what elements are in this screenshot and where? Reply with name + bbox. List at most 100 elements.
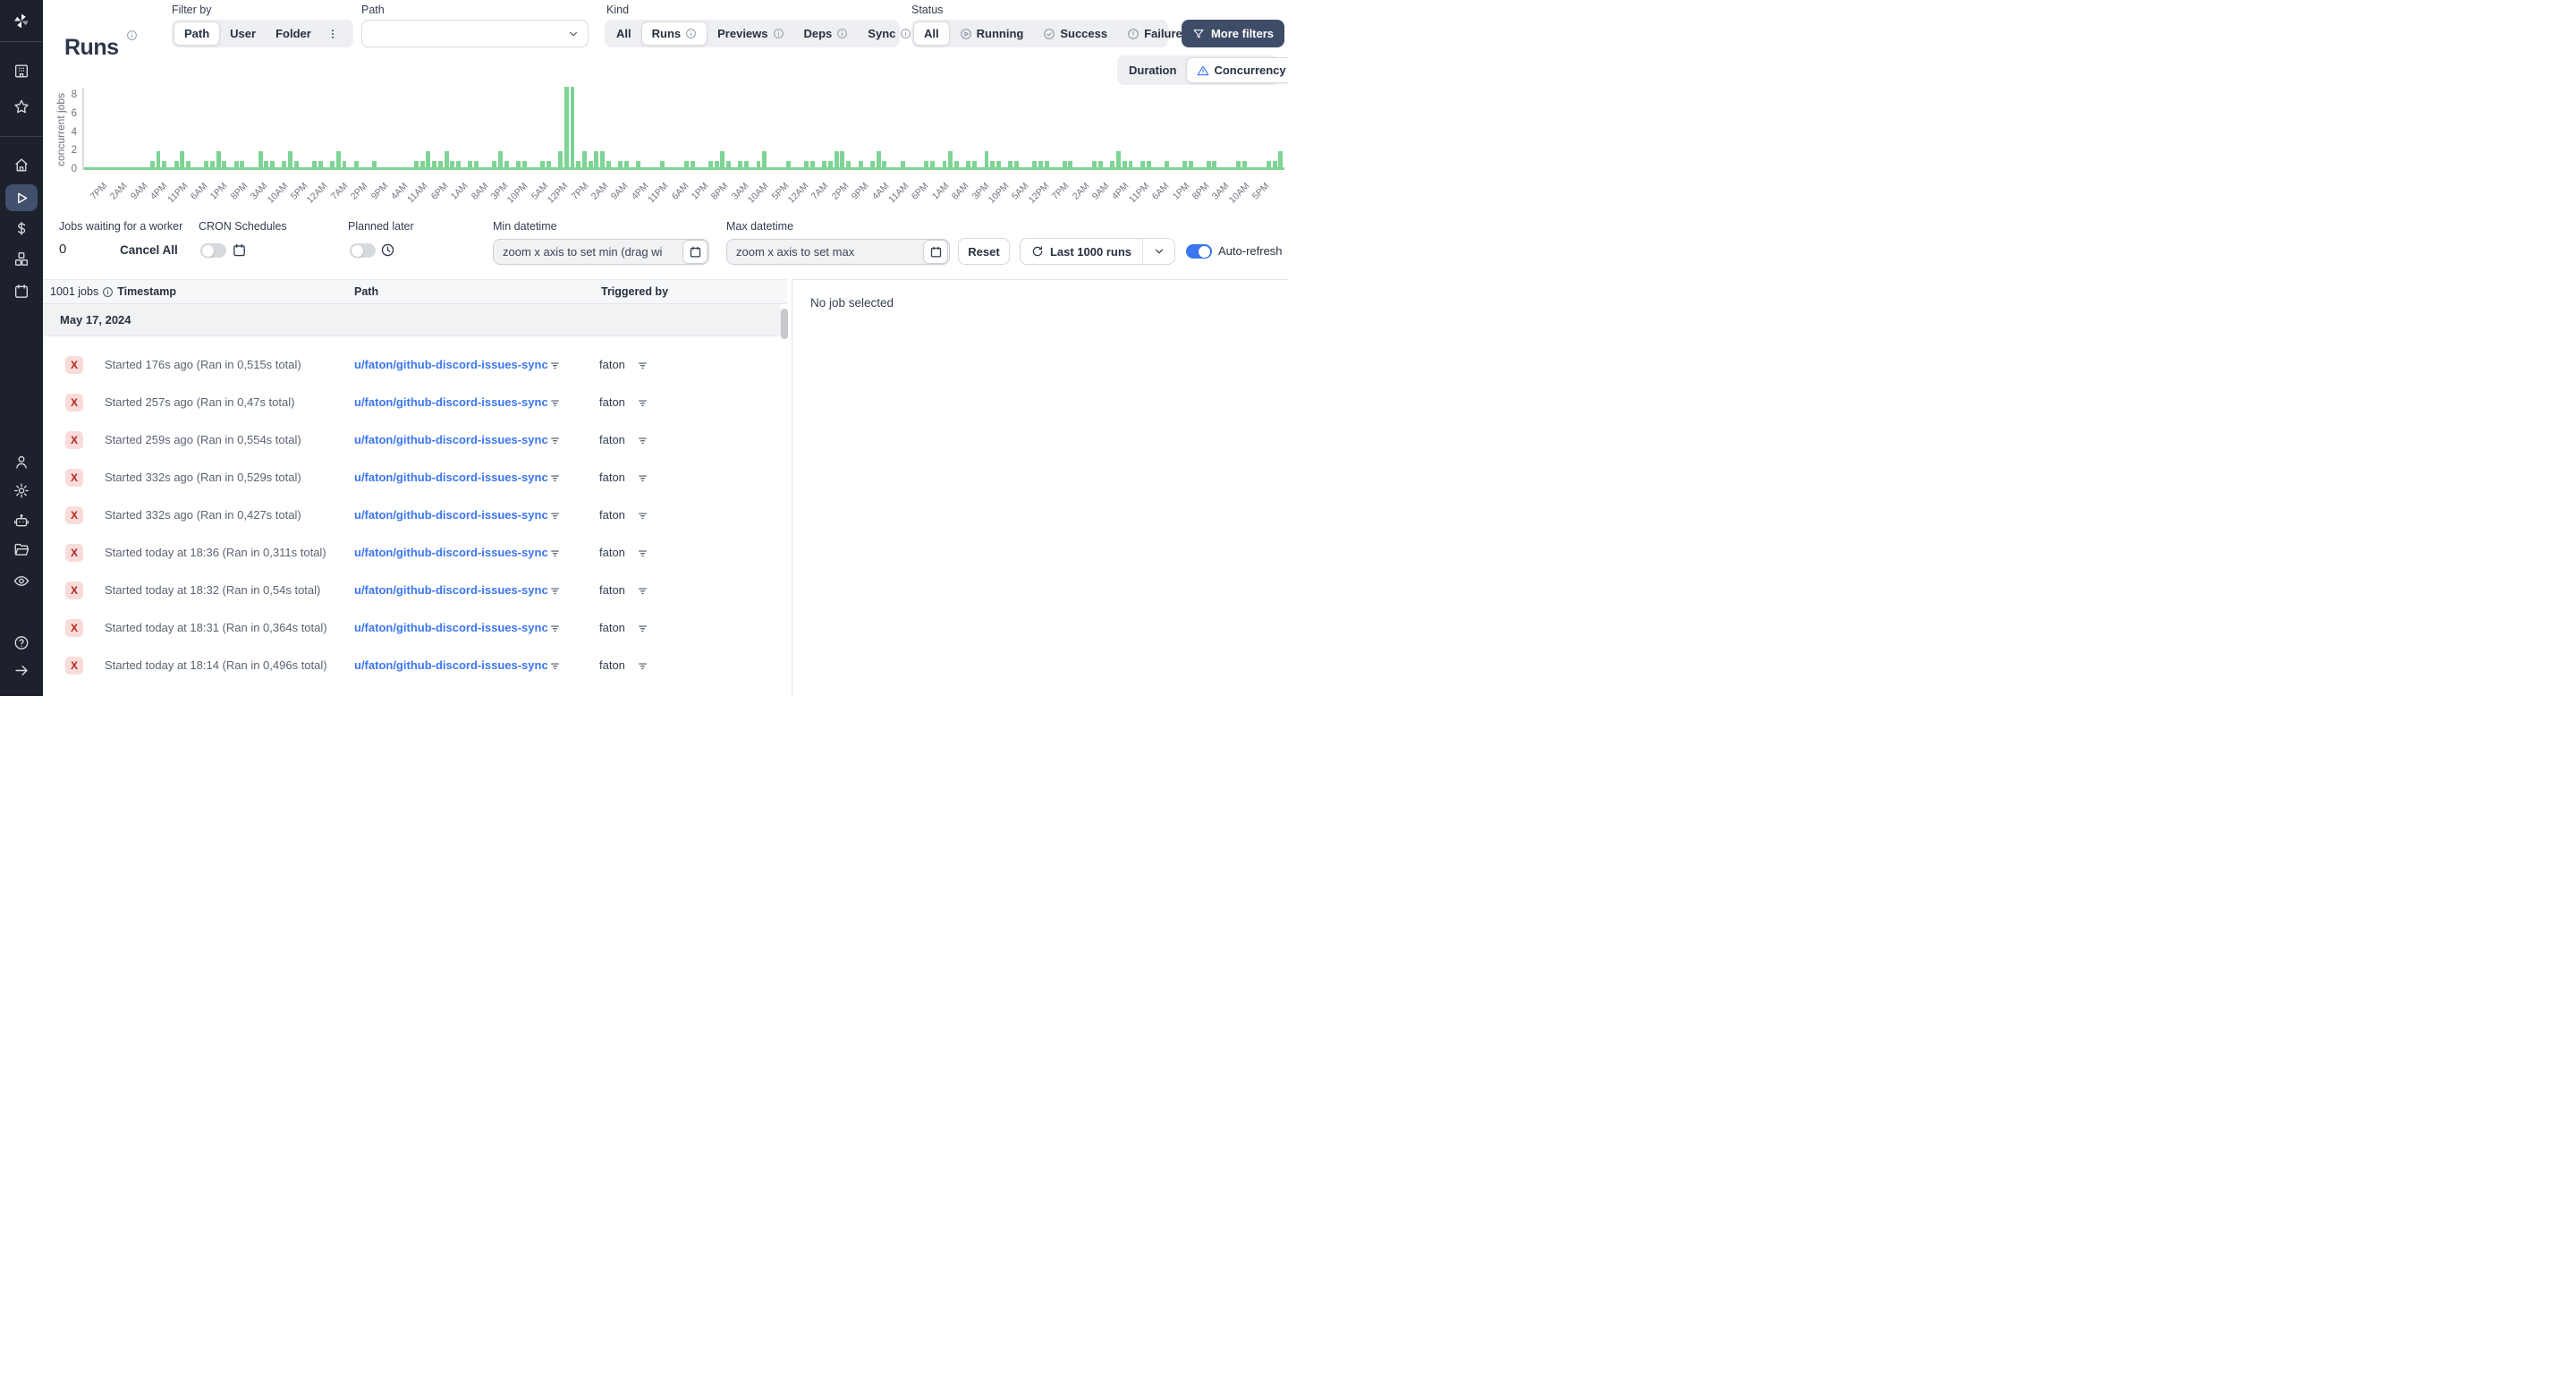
filter-by-path-icon[interactable] bbox=[549, 547, 561, 559]
help-icon[interactable] bbox=[13, 634, 30, 651]
job-path-link[interactable]: u/faton/github-discord-issues-sync bbox=[354, 583, 548, 597]
last-runs-button[interactable]: Last 1000 runs bbox=[1020, 238, 1143, 265]
jobs-count: 1001 jobs bbox=[50, 285, 99, 298]
filter-by-tab-user[interactable]: User bbox=[230, 27, 257, 40]
filter-by-user-icon[interactable] bbox=[637, 623, 648, 634]
failure-status-icon: X bbox=[65, 394, 83, 412]
filter-by-path-icon[interactable] bbox=[549, 510, 561, 522]
filter-by-path-icon[interactable] bbox=[549, 435, 561, 446]
filter-by-user-icon[interactable] bbox=[637, 660, 648, 672]
cron-schedules-label: CRON Schedules bbox=[199, 220, 287, 233]
status-tab-failure[interactable]: Failure bbox=[1117, 21, 1192, 46]
table-row[interactable]: X Started 259s ago (Ran in 0,554s total)… bbox=[43, 421, 780, 459]
table-row[interactable]: X Started today at 18:14 (Ran in 0,496s … bbox=[43, 647, 780, 684]
job-path-link[interactable]: u/faton/github-discord-issues-sync bbox=[354, 621, 548, 634]
audit-eye-icon[interactable] bbox=[13, 573, 30, 590]
filter-by-path-icon[interactable] bbox=[549, 623, 561, 634]
table-row[interactable]: X Started 332s ago (Ran in 0,427s total)… bbox=[43, 497, 780, 534]
filter-by-path-icon[interactable] bbox=[549, 585, 561, 597]
filter-by-tab-path[interactable]: Path bbox=[174, 21, 221, 46]
concurrency-bar-chart[interactable] bbox=[84, 87, 1284, 170]
path-select[interactable] bbox=[361, 20, 589, 47]
workers-robot-icon[interactable] bbox=[13, 513, 30, 530]
jobs-list-scrollbar[interactable] bbox=[781, 309, 788, 339]
table-row[interactable]: X Started 332s ago (Ran in 0,529s total)… bbox=[43, 459, 780, 497]
filter-by-path-icon[interactable] bbox=[549, 660, 561, 672]
filter-by-user-icon[interactable] bbox=[637, 547, 648, 559]
job-path-link[interactable]: u/faton/github-discord-issues-sync bbox=[354, 471, 548, 484]
info-icon[interactable] bbox=[102, 286, 114, 298]
filter-by-user-icon[interactable] bbox=[637, 360, 648, 371]
kind-tab-runs[interactable]: Runs bbox=[640, 21, 708, 46]
filter-by-path-icon[interactable] bbox=[549, 397, 561, 409]
job-path-link[interactable]: u/faton/github-discord-issues-sync bbox=[354, 508, 548, 522]
filter-by-more-kebab-icon[interactable] bbox=[321, 21, 344, 46]
settings-gear-icon[interactable] bbox=[13, 482, 30, 499]
funnel-icon bbox=[1192, 28, 1205, 40]
calendar-icon bbox=[929, 245, 943, 259]
column-triggered-by: Triggered by bbox=[601, 285, 669, 298]
cancel-all-button[interactable]: Cancel All bbox=[120, 243, 178, 257]
info-icon bbox=[773, 28, 784, 39]
runs-info-icon[interactable] bbox=[126, 30, 138, 41]
planned-later-toggle[interactable] bbox=[350, 243, 376, 258]
table-row[interactable]: X Started today at 18:32 (Ran in 0,54s t… bbox=[43, 572, 780, 609]
filter-by-user-icon[interactable] bbox=[637, 585, 648, 597]
more-filters-button[interactable]: More filters bbox=[1182, 20, 1284, 47]
auto-refresh-toggle[interactable] bbox=[1186, 244, 1212, 259]
table-row[interactable]: X Started 257s ago (Ran in 0,47s total) … bbox=[43, 384, 780, 421]
sidebar bbox=[0, 0, 43, 696]
runs-play-icon[interactable] bbox=[13, 190, 30, 207]
job-path-link[interactable]: u/faton/github-discord-issues-sync bbox=[354, 358, 548, 371]
job-path-link[interactable]: u/faton/github-discord-issues-sync bbox=[354, 395, 548, 409]
filter-by-path-icon[interactable] bbox=[549, 472, 561, 484]
last-runs-dropdown-button[interactable] bbox=[1142, 238, 1175, 265]
filter-by-user-icon[interactable] bbox=[637, 397, 648, 409]
job-path-link[interactable]: u/faton/github-discord-issues-sync bbox=[354, 546, 548, 559]
kind-tab-previews[interactable]: Previews bbox=[708, 21, 793, 46]
job-triggered-by: faton bbox=[599, 471, 625, 484]
filter-by-user-icon[interactable] bbox=[637, 472, 648, 484]
job-triggered-by: faton bbox=[599, 433, 625, 446]
expand-sidebar-arrow-icon[interactable] bbox=[13, 662, 30, 679]
workspace-building-icon[interactable] bbox=[13, 63, 30, 80]
resources-cubes-icon[interactable] bbox=[13, 250, 30, 267]
cron-schedules-toggle[interactable] bbox=[200, 243, 226, 258]
chart-mode-tab-duration[interactable]: Duration bbox=[1129, 64, 1177, 77]
filter-by-tab-folder[interactable]: Folder bbox=[275, 27, 311, 40]
kind-tab-deps[interactable]: Deps bbox=[794, 21, 859, 46]
users-person-icon[interactable] bbox=[13, 454, 30, 471]
job-triggered-by: faton bbox=[599, 358, 625, 371]
job-timestamp: Started today at 18:31 (Ran in 0,364s to… bbox=[105, 621, 327, 634]
reset-button[interactable]: Reset bbox=[958, 238, 1010, 265]
filter-by-user-icon[interactable] bbox=[637, 510, 648, 522]
min-datetime-calendar-button[interactable] bbox=[682, 240, 708, 264]
kind-tab-all[interactable]: All bbox=[616, 27, 631, 40]
job-path-link[interactable]: u/faton/github-discord-issues-sync bbox=[354, 658, 548, 672]
table-row[interactable]: X Started today at 18:36 (Ran in 0,311s … bbox=[43, 534, 780, 572]
filter-by-path-icon[interactable] bbox=[549, 360, 561, 371]
schedules-calendar-icon[interactable] bbox=[13, 283, 30, 300]
table-row[interactable]: X Started 176s ago (Ran in 0,515s total)… bbox=[43, 346, 780, 384]
table-row[interactable]: X Started today at 18:31 (Ran in 0,364s … bbox=[43, 609, 780, 647]
chart-mode-tab-concurrency[interactable]: Concurrency bbox=[1186, 57, 1288, 83]
folders-icon[interactable] bbox=[13, 541, 30, 558]
status-tab-running[interactable]: Running bbox=[950, 21, 1034, 46]
planned-clock-icon[interactable] bbox=[380, 242, 395, 258]
kind-tab-sync[interactable]: Sync bbox=[858, 21, 921, 46]
job-path-link[interactable]: u/faton/github-discord-issues-sync bbox=[354, 433, 548, 446]
status-tab-success[interactable]: Success bbox=[1033, 21, 1117, 46]
filter-by-user-icon[interactable] bbox=[637, 435, 648, 446]
status-tab-all[interactable]: All bbox=[913, 21, 950, 46]
calendar-icon bbox=[689, 245, 702, 259]
cron-calendar-icon[interactable] bbox=[232, 242, 247, 258]
home-icon[interactable] bbox=[13, 157, 30, 174]
variables-dollar-icon[interactable] bbox=[13, 220, 30, 237]
job-triggered-by: faton bbox=[599, 546, 625, 559]
favorites-star-icon[interactable] bbox=[13, 98, 30, 115]
max-datetime-input[interactable] bbox=[727, 245, 923, 259]
windmill-logo-icon[interactable] bbox=[13, 13, 30, 30]
max-datetime-calendar-button[interactable] bbox=[923, 240, 948, 264]
min-datetime-input[interactable] bbox=[494, 245, 682, 259]
sidebar-item-runs-active[interactable] bbox=[5, 184, 38, 211]
